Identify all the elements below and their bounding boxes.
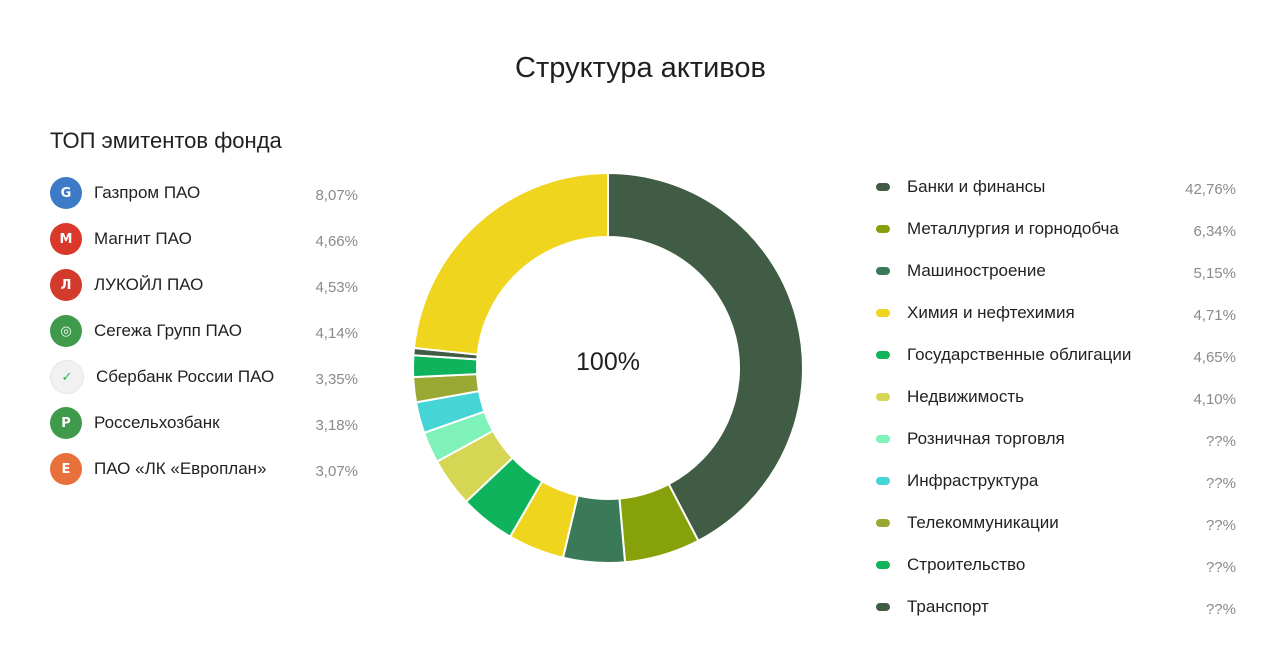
- legend-item: Недвижимость 4,10%: [876, 376, 1236, 418]
- issuer-share: 4,66%: [315, 232, 358, 250]
- donut-slice: [607, 171, 804, 543]
- legend-swatch: [876, 519, 890, 527]
- legend-label: Инфраструктура: [907, 471, 1039, 490]
- legend-item: Телекоммуникации??%: [876, 502, 1236, 544]
- legend-value: 6,34%: [1193, 222, 1236, 240]
- europlan-logo-icon: Е: [50, 453, 82, 485]
- donut-chart: [408, 168, 808, 568]
- issuer-share: 3,07%: [315, 462, 358, 480]
- legend-value: 4,10%: [1193, 390, 1236, 408]
- gazprom-logo-icon: G: [50, 177, 82, 209]
- legend-swatch: [876, 603, 890, 611]
- issuer-name: ПАО «ЛК «Европлан»: [94, 459, 267, 478]
- legend-swatch: [876, 393, 890, 401]
- legend-label: Химия и нефтехимия: [907, 303, 1075, 322]
- legend-value: ??%: [1205, 474, 1236, 492]
- legend-swatch: [876, 561, 890, 569]
- donut-chart-svg: [412, 171, 804, 564]
- legend-item: Банки и финансы 42,76%: [876, 166, 1236, 208]
- legend-value: ??%: [1205, 558, 1236, 576]
- legend-item: Инфраструктура??%: [876, 460, 1236, 502]
- issuer-row: ✓ Сбербанк России ПАО 3,35%: [50, 354, 370, 400]
- issuer-row: ◎ Сегежа Групп ПАО 4,14%: [50, 308, 370, 354]
- legend-item: Машиностроение 5,15%: [876, 250, 1236, 292]
- legend-label: Машиностроение: [907, 261, 1046, 280]
- issuer-row: Е ПАО «ЛК «Европлан» 3,07%: [50, 446, 370, 492]
- issuer-share: 4,14%: [315, 324, 358, 342]
- legend-swatch: [876, 183, 890, 191]
- legend-swatch: [876, 435, 890, 443]
- legend-item: Строительство??%: [876, 544, 1236, 586]
- legend-label: Строительство: [907, 555, 1026, 574]
- chart-center-label: 100%: [576, 348, 640, 376]
- issuer-name: Россельхозбанк: [94, 413, 220, 432]
- issuer-row: Р Россельхозбанк 3,18%: [50, 400, 370, 446]
- legend-label: Недвижимость: [907, 387, 1024, 406]
- page-title: Структура активов: [515, 52, 766, 84]
- legend-label: Розничная торговля: [907, 429, 1065, 448]
- sberbank-logo-icon: ✓: [50, 360, 84, 394]
- issuer-name: ЛУКОЙЛ ПАО: [94, 275, 204, 294]
- issuer-row: Л ЛУКОЙЛ ПАО 4,53%: [50, 262, 370, 308]
- legend-label: Государственные облигации: [907, 345, 1132, 364]
- issuer-row: G Газпром ПАО 8,07%: [50, 170, 370, 216]
- legend-item: Розничная торговля??%: [876, 418, 1236, 460]
- legend-item: Государственные облигации 4,65%: [876, 334, 1236, 376]
- legend-label: Телекоммуникации: [907, 513, 1059, 532]
- issuer-name: Сбербанк России ПАО: [96, 367, 275, 386]
- legend-label: Транспорт: [907, 597, 989, 616]
- legend-swatch: [876, 351, 890, 359]
- issuer-share: 8,07%: [315, 186, 358, 204]
- issuer-name: Газпром ПАО: [94, 183, 201, 202]
- donut-slice: [412, 171, 609, 356]
- legend-swatch: [876, 309, 890, 317]
- issuers-title: ТОП эмитентов фонда: [50, 128, 282, 153]
- issuer-list: G Газпром ПАО 8,07% М Магнит ПАО 4,66% Л ЛУКОЙЛ…: [50, 170, 370, 492]
- legend-swatch: [876, 267, 890, 275]
- legend-value: 42,76%: [1185, 180, 1236, 198]
- legend-label: Металлургия и горнодобча: [907, 219, 1119, 238]
- legend-value: 5,15%: [1193, 264, 1236, 282]
- segezha-logo-icon: ◎: [50, 315, 82, 347]
- legend-value: ??%: [1205, 432, 1236, 450]
- issuer-share: 3,35%: [315, 370, 358, 388]
- legend-value: ??%: [1205, 516, 1236, 534]
- legend-value: 4,71%: [1193, 306, 1236, 324]
- issuer-name: Сегежа Групп ПАО: [94, 321, 242, 340]
- issuer-share: 4,53%: [315, 278, 358, 296]
- chart-legend: Банки и финансы 42,76% Металлургия и горно…: [876, 166, 1236, 628]
- legend-swatch: [876, 225, 890, 233]
- legend-swatch: [876, 477, 890, 485]
- legend-item: Транспорт??%: [876, 586, 1236, 628]
- legend-value: 4,65%: [1193, 348, 1236, 366]
- rosselkhozbank-logo-icon: Р: [50, 407, 82, 439]
- magnit-logo-icon: М: [50, 223, 82, 255]
- lukoil-logo-icon: Л: [50, 269, 82, 301]
- legend-item: Химия и нефтехимия 4,71%: [876, 292, 1236, 334]
- legend-value: ??%: [1205, 600, 1236, 618]
- issuer-name: Магнит ПАО: [94, 229, 192, 248]
- issuer-share: 3,18%: [315, 416, 358, 434]
- legend-label: Банки и финансы: [907, 177, 1046, 196]
- issuer-row: М Магнит ПАО 4,66%: [50, 216, 370, 262]
- legend-item: Металлургия и горнодобча 6,34%: [876, 208, 1236, 250]
